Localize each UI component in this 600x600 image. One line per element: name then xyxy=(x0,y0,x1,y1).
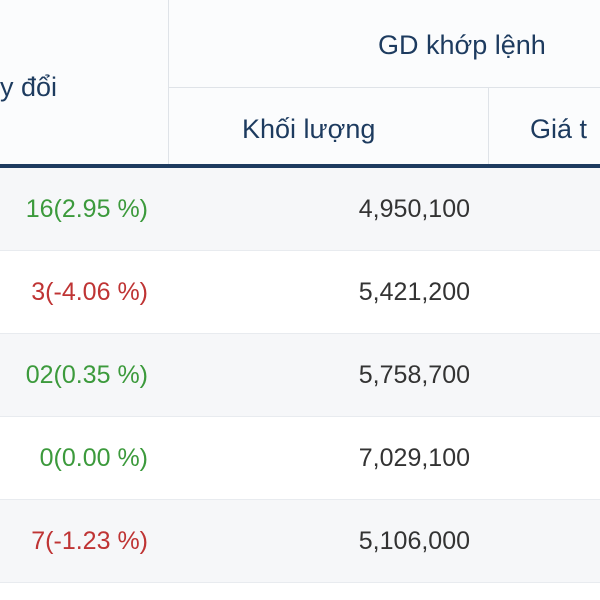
header-divider xyxy=(168,87,600,88)
table-header xyxy=(0,0,600,165)
header-rule xyxy=(0,164,600,168)
change-cell: 0(0.00 %) xyxy=(39,444,148,472)
volume-cell: 5,758,700 xyxy=(358,361,470,389)
change-cell: 3(-4.06 %) xyxy=(31,278,148,306)
change-cell: 16(2.95 %) xyxy=(25,195,148,223)
header-divider xyxy=(488,87,489,165)
table-row xyxy=(0,500,600,583)
change-cell: 7(-1.23 %) xyxy=(31,527,148,555)
volume-cell: 4,950,100 xyxy=(358,195,470,223)
volume-cell: 5,421,200 xyxy=(358,278,470,306)
header-volume: Khối lượng xyxy=(242,114,376,144)
table-row xyxy=(0,417,600,500)
table-row xyxy=(0,334,600,417)
volume-cell: 5,106,000 xyxy=(358,527,470,555)
table-row xyxy=(0,168,600,251)
header-divider xyxy=(168,0,169,165)
change-cell: 02(0.35 %) xyxy=(25,361,148,389)
header-change: y đổi xyxy=(0,72,58,102)
volume-cell: 7,029,100 xyxy=(358,444,470,472)
header-price: Giá t xyxy=(530,114,588,144)
table-row xyxy=(0,251,600,334)
header-group: GD khớp lệnh xyxy=(378,30,546,60)
